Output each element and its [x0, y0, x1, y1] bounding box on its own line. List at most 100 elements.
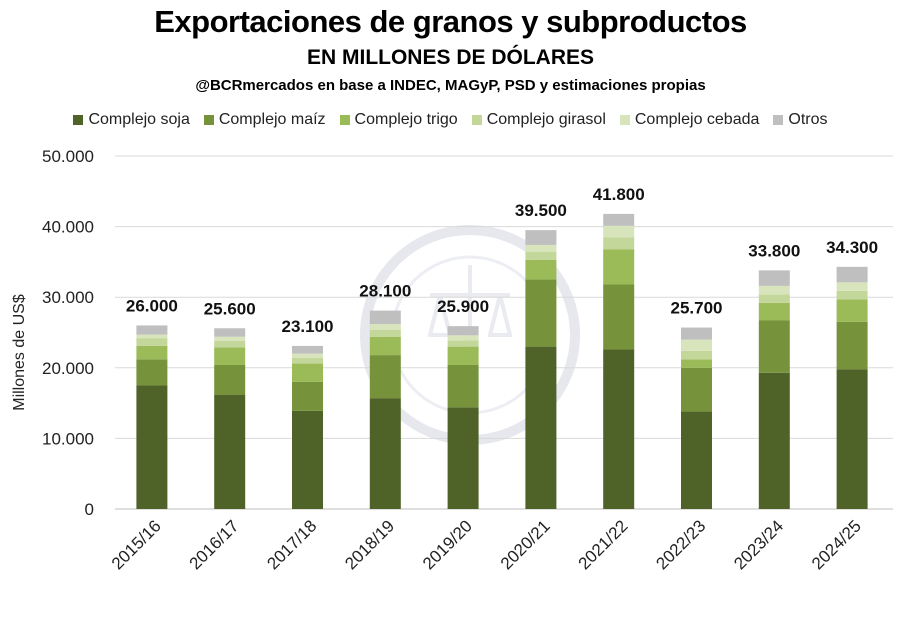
- bar-segment: [292, 357, 323, 364]
- bar-segment: [369, 398, 401, 509]
- bar-segment: [525, 230, 557, 245]
- total-data-label: 28.100: [359, 282, 411, 301]
- bar-segment: [214, 340, 246, 348]
- bar-segment: [836, 290, 868, 300]
- total-data-label: 41.800: [593, 185, 645, 204]
- y-tick-label: 40.000: [42, 218, 94, 237]
- bar-segment: [292, 345, 323, 354]
- x-tick-label: 2017/18: [263, 516, 320, 573]
- x-tick-label: 2024/25: [808, 516, 865, 573]
- bar-segment: [758, 270, 790, 286]
- bar-segment: [758, 285, 790, 295]
- legend-swatch: [339, 115, 350, 125]
- legend-swatch: [203, 115, 214, 125]
- legend-item: Complejo soja: [73, 111, 190, 129]
- x-tick-label: 2019/20: [419, 516, 476, 573]
- bar-segment: [525, 244, 557, 253]
- x-tick-label: 2022/23: [652, 516, 709, 573]
- bar-segment: [603, 213, 635, 226]
- total-data-label: 25.700: [671, 299, 723, 318]
- bar-segment: [681, 327, 712, 340]
- legend-swatch: [73, 115, 84, 125]
- total-data-label: 25.600: [204, 299, 256, 318]
- bar-segment: [758, 372, 790, 509]
- bar-segment: [447, 326, 479, 336]
- x-tick-label: 2016/17: [186, 516, 243, 573]
- bar-segment: [136, 334, 168, 339]
- bar-segment: [836, 321, 868, 370]
- bar-segment: [681, 359, 712, 368]
- bar-segment: [603, 284, 635, 350]
- legend-item: Complejo girasol: [471, 111, 606, 129]
- x-tick-label: 2021/22: [575, 516, 632, 573]
- bar-segment: [369, 329, 401, 337]
- bar-segment: [136, 359, 168, 386]
- bar-segment: [758, 294, 790, 303]
- legend-swatch: [619, 115, 630, 125]
- bar-segment: [136, 325, 168, 335]
- x-tick-label: 2023/24: [730, 516, 787, 573]
- bar-segment: [447, 340, 479, 347]
- bar-segment: [447, 364, 479, 408]
- bar-segment: [525, 279, 557, 347]
- bar-segment: [681, 350, 712, 360]
- bar-segment: [369, 310, 401, 325]
- bar-segment: [681, 367, 712, 412]
- bar-segment: [136, 345, 168, 360]
- y-tick-label: 30.000: [42, 288, 94, 307]
- total-data-label: 33.800: [748, 241, 800, 260]
- bar-segment: [525, 259, 557, 280]
- bar-segment: [214, 364, 246, 395]
- bar-segment: [836, 299, 868, 322]
- total-data-label: 39.500: [515, 201, 567, 220]
- bar-segment: [836, 369, 868, 509]
- bar-segment: [447, 346, 479, 365]
- legend-swatch: [471, 115, 482, 125]
- legend-item: Complejo maíz: [203, 111, 326, 129]
- bar-segment: [369, 336, 401, 356]
- bar-segment: [758, 302, 790, 321]
- bar-segment: [525, 252, 557, 260]
- y-tick-label: 10.000: [42, 429, 94, 448]
- x-tick-label: 2018/19: [341, 516, 398, 573]
- bar-segment: [603, 349, 635, 509]
- chart-subtitle: EN MILLONES DE DÓLARES: [306, 46, 595, 69]
- bar-segment: [603, 225, 635, 238]
- bar-segment: [292, 410, 323, 509]
- total-data-label: 34.300: [826, 238, 878, 257]
- bar-segment: [836, 266, 868, 283]
- bar-segment: [136, 385, 168, 509]
- chart-source: @BCRmercados en base a INDEC, MAGyP, PSD…: [195, 77, 706, 94]
- bar-segment: [214, 336, 246, 341]
- bar-segment: [292, 363, 323, 382]
- bar-segment: [603, 249, 635, 285]
- y-tick-label: 0: [85, 500, 94, 519]
- legend-label: Otros: [788, 111, 828, 128]
- bar-segment: [525, 346, 557, 509]
- bar-segment: [447, 335, 479, 341]
- bar-segment: [214, 394, 246, 509]
- bar-segment: [836, 282, 868, 291]
- total-data-label: 25.900: [437, 297, 489, 316]
- legend-item: Complejo cebada: [619, 111, 760, 129]
- chart-legend: Complejo soja Complejo maíz Complejo trigo…: [0, 111, 901, 129]
- bar-segment: [447, 407, 479, 509]
- total-data-label: 26.000: [126, 296, 178, 315]
- legend-label: Complejo girasol: [486, 111, 606, 128]
- bar-segment: [369, 355, 401, 399]
- x-tick-label: 2015/16: [108, 516, 165, 573]
- chart-title: Exportaciones de granos y subproductos: [154, 4, 747, 39]
- legend-label: Complejo cebada: [634, 111, 760, 128]
- bar-segment: [214, 347, 246, 365]
- y-tick-label: 20.000: [42, 359, 94, 378]
- legend-label: Complejo trigo: [354, 111, 458, 128]
- legend-swatch: [773, 115, 784, 125]
- bar-segment: [681, 339, 712, 351]
- y-tick-label: 50.000: [42, 147, 94, 166]
- y-axis-label: Millones de US$: [11, 294, 28, 411]
- bar-segment: [292, 381, 323, 411]
- total-data-label: 23.100: [282, 317, 334, 336]
- bar-segment: [758, 320, 790, 373]
- bar-segment: [292, 353, 323, 358]
